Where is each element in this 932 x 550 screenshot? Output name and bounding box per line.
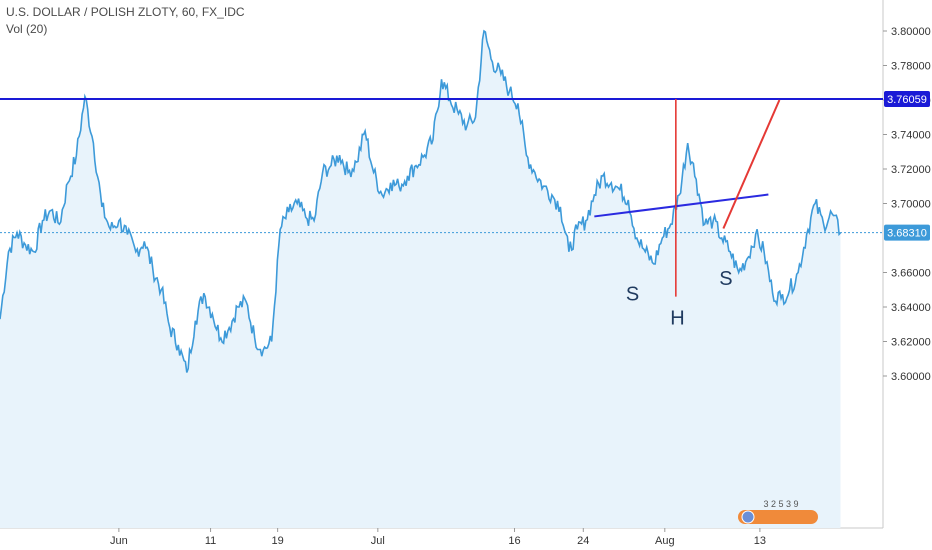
events-strip [738,510,818,524]
price-tick-label: 3.60000 [891,371,931,383]
last-price-label: 3.68310 [887,228,927,240]
pattern-labels: S H S [626,268,733,330]
price-axis-ticks: 3.800003.780003.760003.740003.720003.700… [883,26,931,383]
price-tick-label: 3.66000 [891,268,931,280]
volume-indicator-label[interactable]: Vol (20) [6,22,48,36]
symbol-title[interactable]: U.S. DOLLAR / POLISH ZLOTY, 60, FX_IDC [6,5,245,19]
price-tick-label: 3.64000 [891,302,931,314]
volume-footer-text: 3 2 5 3 9 [763,499,798,509]
time-tick-label: 13 [754,535,766,547]
time-tick-label: Jun [110,535,128,547]
time-tick-label: 24 [577,535,589,547]
time-tick-label: 16 [508,535,520,547]
neckline-trendline[interactable] [594,193,769,218]
price-tick-label: 3.80000 [891,26,931,38]
time-tick-label: Aug [655,535,675,547]
price-tick-label: 3.78000 [891,61,931,73]
chart-legend: U.S. DOLLAR / POLISH ZLOTY, 60, FX_IDC V… [6,4,245,38]
target-projection-line[interactable] [722,99,781,229]
last-price-badge: 3.68310 [884,224,930,241]
pattern-label: S [719,268,732,290]
price-tick-label: 3.62000 [891,337,931,349]
price-tick-label: 3.74000 [891,130,931,142]
time-tick-label: 11 [205,535,216,547]
resistance-price-badge: 3.76059 [884,90,930,107]
time-axis-ticks: Jun 11 19 Jul 16 24 Aug 13 [110,528,766,547]
price-tick-label: 3.70000 [891,199,931,211]
flag-icon [741,510,755,524]
pattern-label: S [626,283,639,305]
time-tick-label: Jul [371,535,385,547]
price-tick-label: 3.72000 [891,164,931,176]
volume-footer-badges: 3 2 5 3 9 [738,499,818,524]
time-tick-label: 19 [272,535,284,547]
resistance-price-label: 3.76059 [887,94,927,106]
price-area-fill [0,31,841,528]
pattern-label: H [670,307,684,329]
